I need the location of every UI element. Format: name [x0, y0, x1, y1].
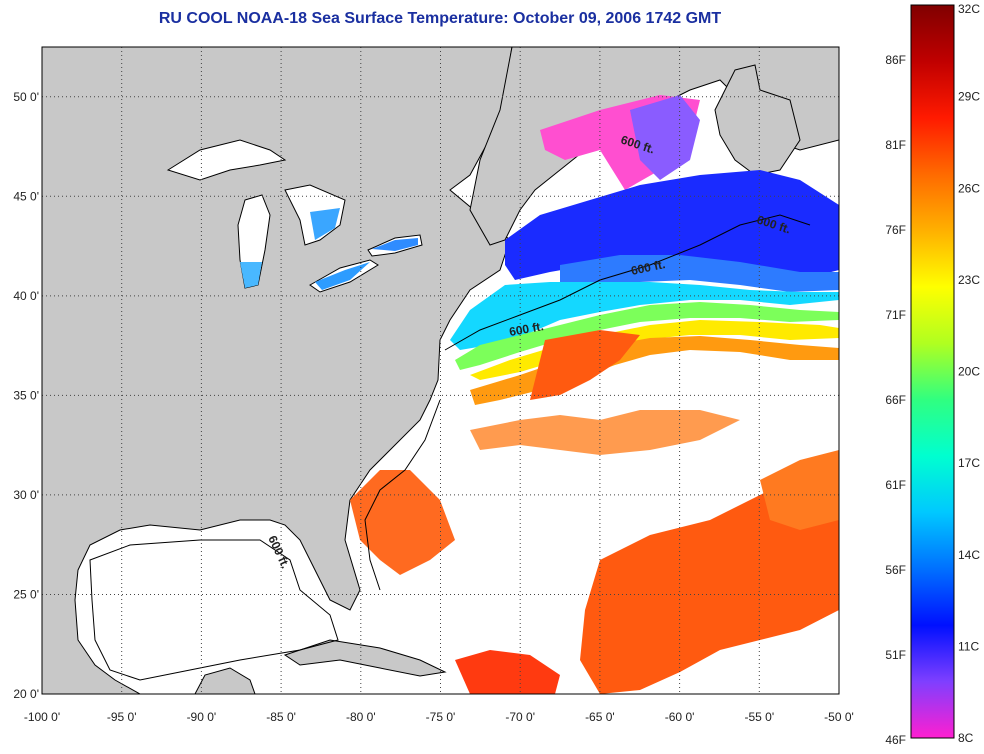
fahrenheit-tick-label: 86F — [885, 53, 906, 67]
longitude-ticks: -100 0' -95 0' -90 0' -85 0' -80 0' -75 0' -70… — [24, 710, 854, 724]
contour-shelf-north — [444, 214, 811, 351]
sst-warm-mid — [470, 410, 740, 455]
fahrenheit-tick-label: 71F — [885, 308, 906, 322]
lake-huron-sst — [310, 208, 340, 240]
colorbar-gradient — [910, 4, 955, 739]
latitude-tick-label: 40 0' — [13, 289, 39, 303]
sst-cyan — [450, 282, 839, 350]
map-layers — [42, 47, 839, 694]
fahrenheit-tick-label: 56F — [885, 563, 906, 577]
latitude-tick-label: 30 0' — [13, 488, 39, 502]
contour-florida — [364, 399, 441, 591]
map-title: RU COOL NOAA-18 Sea Surface Temperature:… — [158, 10, 722, 27]
longitude-tick-label: -75 0' — [426, 710, 456, 724]
celsius-tick-label: 32C — [958, 2, 980, 16]
longitude-tick-label: -55 0' — [744, 710, 774, 724]
lake-erie-sst — [315, 262, 370, 290]
longitude-tick-label: -85 0' — [266, 710, 296, 724]
fahrenheit-tick-label: 46F — [885, 733, 906, 747]
celsius-tick-label: 20C — [958, 365, 980, 379]
latitude-tick-label: 25 0' — [13, 587, 39, 601]
sst-cold-blue — [505, 170, 839, 280]
latitude-tick-label: 20 0' — [13, 687, 39, 701]
sst-warm-gulf-west — [455, 650, 560, 694]
longitude-tick-label: -60 0' — [665, 710, 695, 724]
sst-yellow — [470, 320, 839, 380]
longitude-tick-label: -50 0' — [824, 710, 854, 724]
longitude-tick-label: -90 0' — [187, 710, 217, 724]
newfoundland — [714, 64, 801, 176]
lake-ontario-sst — [372, 238, 418, 251]
fahrenheit-tick-label: 61F — [885, 478, 906, 492]
fahrenheit-tick-label: 76F — [885, 223, 906, 237]
celsius-tick-label: 14C — [958, 548, 980, 562]
sst-warm-florida — [350, 470, 455, 575]
celsius-tick-label: 8C — [958, 731, 974, 745]
celsius-tick-label: 29C — [958, 90, 980, 104]
longitude-tick-label: -80 0' — [346, 710, 376, 724]
fahrenheit-labels: 86F 81F 76F 71F 66F 61F 56F 51F 46F — [885, 53, 906, 747]
longitude-tick-label: -100 0' — [24, 710, 60, 724]
latitude-tick-label: 50 0' — [13, 90, 39, 104]
sst-green — [455, 302, 839, 370]
contour-gulf — [89, 539, 339, 681]
map-frame — [41, 46, 840, 695]
contour-label-4: 600 ft. — [508, 319, 545, 339]
sst-warm-east — [760, 450, 839, 530]
fahrenheit-tick-label: 66F — [885, 393, 906, 407]
graticule — [42, 47, 839, 694]
land-mass — [42, 47, 513, 694]
celsius-labels: 32C 29C 26C 23C 20C 17C 14C 11C 8C — [958, 2, 980, 745]
fahrenheit-tick-label: 81F — [885, 138, 906, 152]
celsius-tick-label: 26C — [958, 181, 980, 195]
latitude-tick-label: 35 0' — [13, 388, 39, 402]
celsius-tick-label: 23C — [958, 273, 980, 287]
celsius-tick-label: 11C — [958, 639, 979, 653]
sst-red-patches — [530, 330, 640, 400]
cuba — [283, 639, 447, 677]
longitude-tick-label: -95 0' — [107, 710, 137, 724]
longitude-tick-label: -65 0' — [585, 710, 615, 724]
lake-superior — [166, 139, 287, 181]
sst-mid-blue — [560, 255, 839, 292]
longitude-tick-label: -70 0' — [505, 710, 535, 724]
sst-gulf-stl-purple — [630, 95, 700, 180]
yucatan — [194, 667, 256, 694]
latitude-tick-label: 45 0' — [13, 189, 39, 203]
lake-michigan-sst — [240, 262, 262, 288]
latitude-ticks: 20 0' 25 0' 30 0' 35 0' 40 0' 45 0' 50 0' — [13, 90, 39, 701]
fahrenheit-tick-label: 51F — [885, 648, 906, 662]
sst-warm-atlantic — [580, 470, 839, 694]
celsius-tick-label: 17C — [958, 456, 980, 470]
